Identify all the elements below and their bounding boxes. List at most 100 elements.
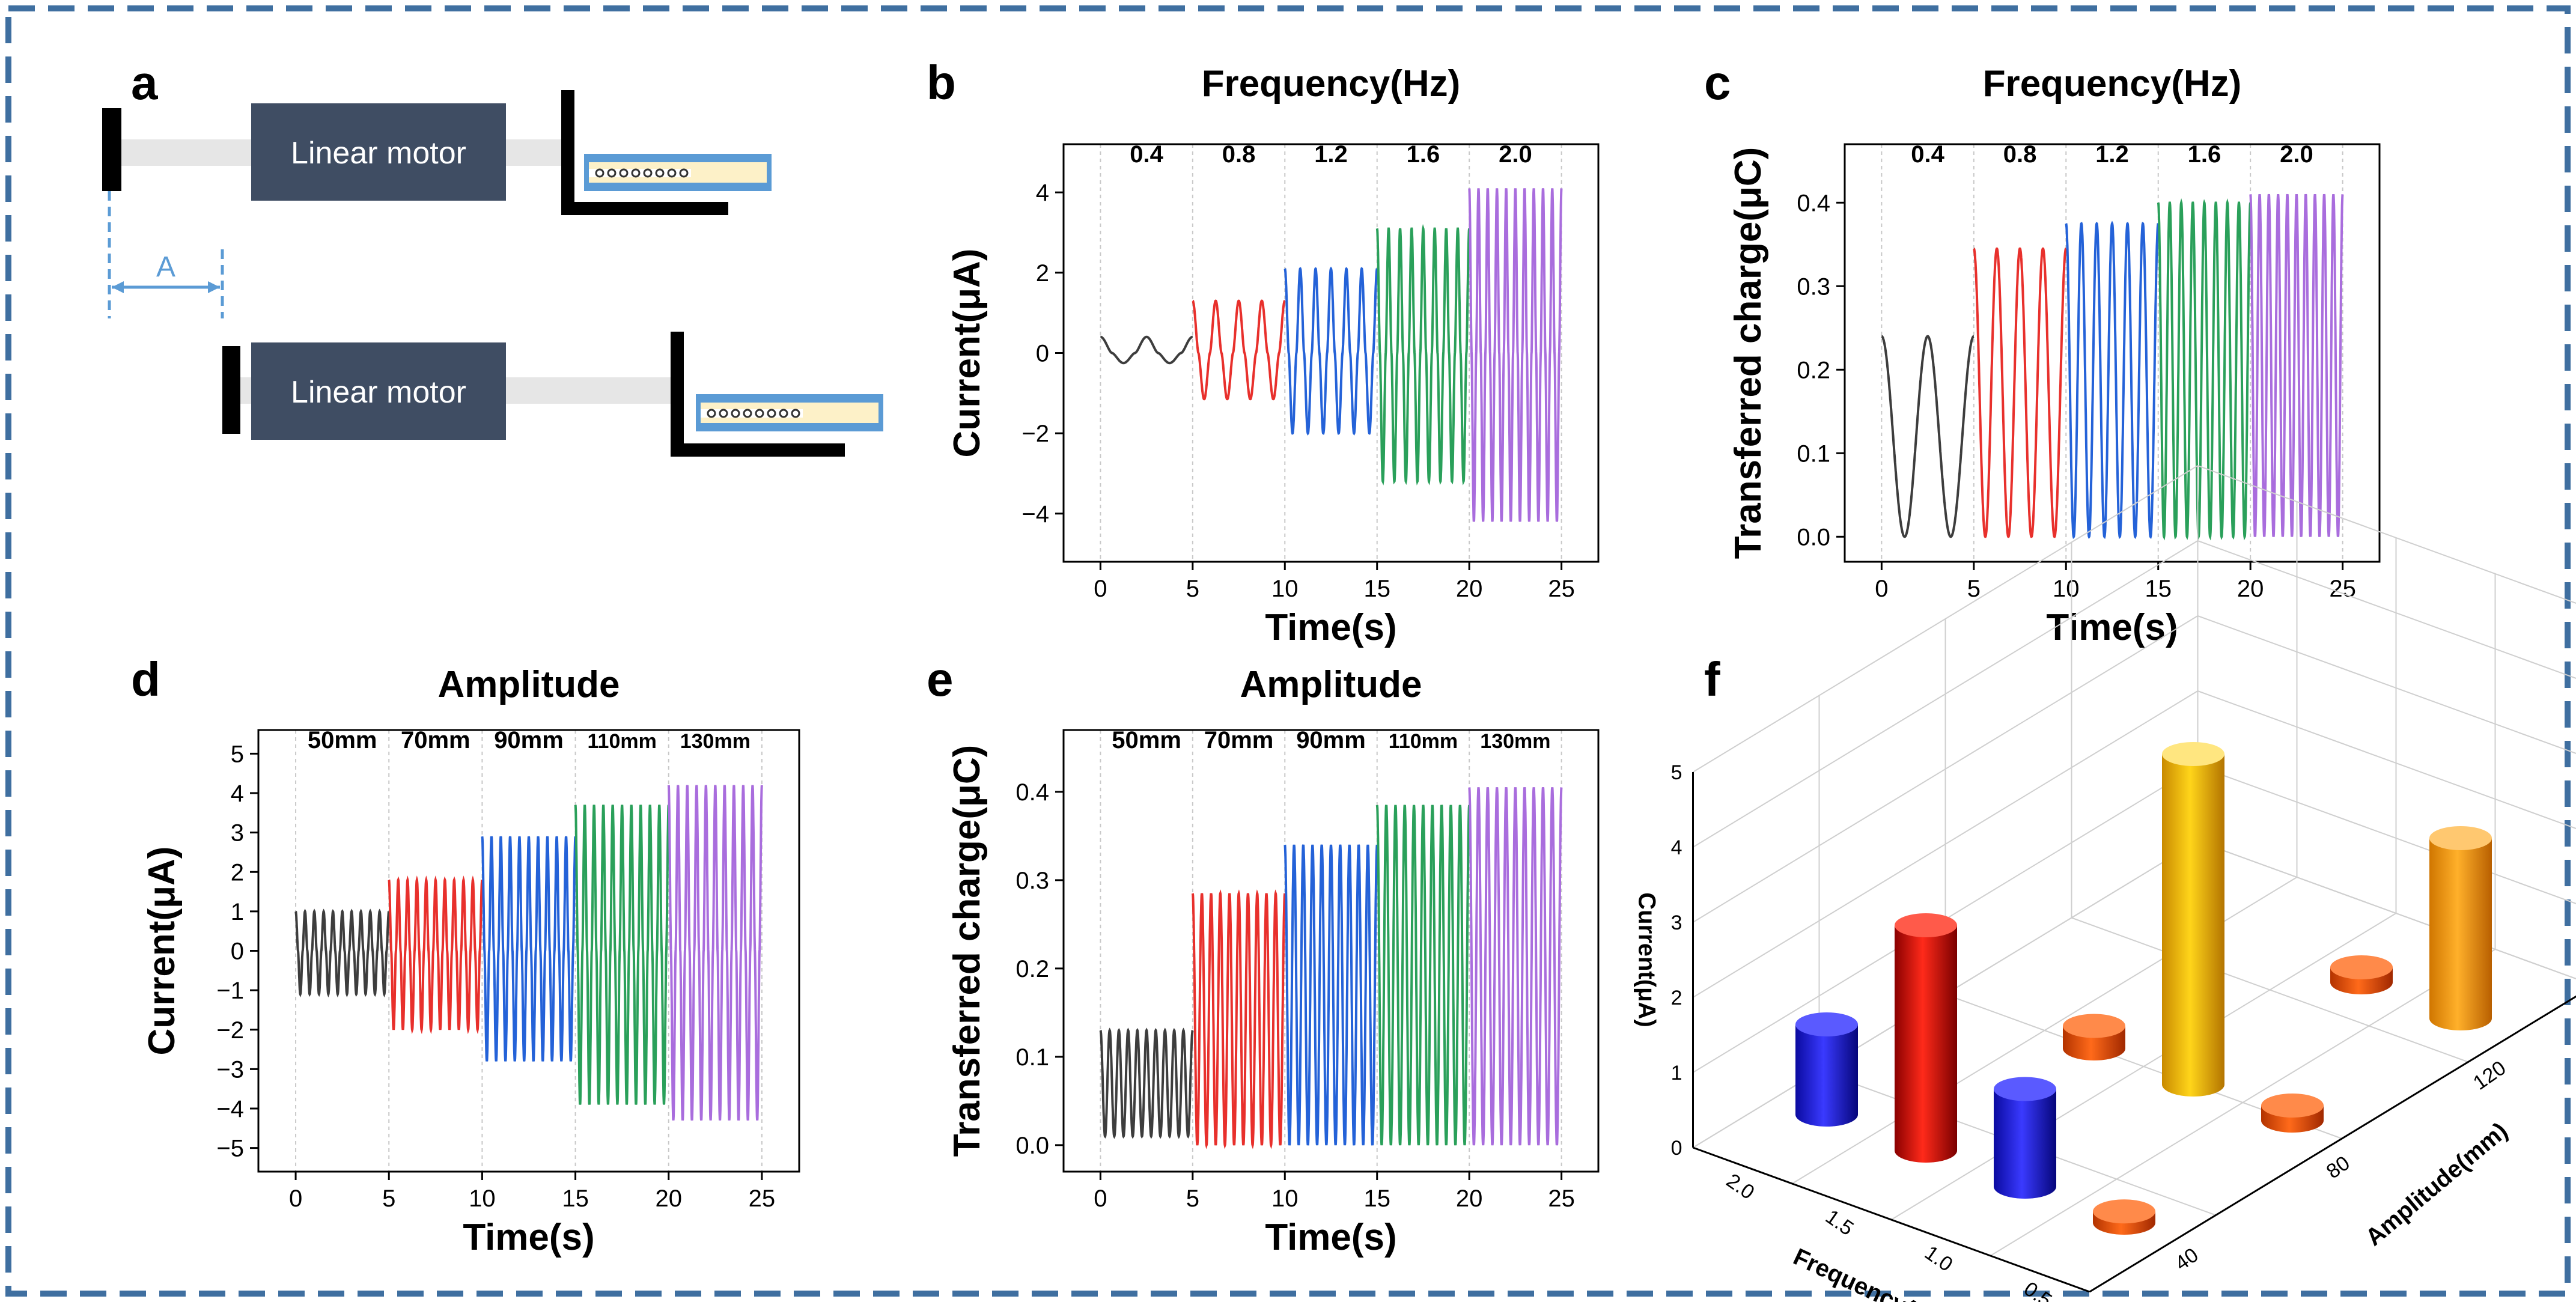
segment-label: 90mm [1296,727,1366,753]
bead-7 [791,409,800,418]
y-tick-label: −4 [1022,501,1049,528]
amp-tick-label: 120 [2469,1056,2510,1095]
series-line-0-8-Hz [1973,247,2067,538]
x-tick-label: 5 [1967,576,1981,602]
bar-top [2330,955,2393,979]
y-tick-label: −3 [216,1056,244,1083]
motor-label-bottom: Linear motor [291,375,466,410]
side-wall-gridline [2197,690,2576,829]
series-line-0-8-Hz [1192,299,1286,401]
series-line-1-2-Hz [1283,266,1378,436]
motor-label-top: Linear motor [291,136,466,171]
x-tick-label: 15 [562,1185,589,1212]
bar-top [2162,742,2224,766]
bar-1.0hz-80mm [2162,742,2224,1097]
y-axis-label: Transferred charge(μC) [1728,147,1769,559]
bar-1.5hz-80mm [2063,1014,2125,1060]
bar-0.5hz-80mm [2261,1094,2324,1133]
z-tick-label: 4 [1671,836,1682,859]
y-tick-label: 4 [1036,180,1049,206]
x-tick-label: 0 [1094,1185,1107,1212]
segment-label: 0.4 [1911,141,1944,168]
y-tick-label: 0.4 [1797,190,1830,216]
bead-6 [667,168,677,178]
y-tick-label: 5 [231,741,244,767]
bar-top [2429,826,2492,850]
x-tick-label: 0 [289,1185,302,1212]
panel-label-e: e [927,653,954,706]
end-plate-top [102,108,121,191]
segment-label: 50mm [308,727,377,753]
bar-body [2162,754,2224,1097]
z-tick-label: 1 [1671,1062,1682,1084]
schematic-panel: Linear motor A Linear motor [102,90,883,457]
panel-label-c: c [1704,56,1731,109]
plot-frame [1844,143,2381,563]
bar-top [2261,1094,2324,1118]
y-tick-label: 0.4 [1015,779,1049,806]
floor-gridline [2071,917,2468,1063]
x-tick-label: 10 [469,1185,496,1212]
y-tick-label: 2 [231,859,244,886]
x-tick-label: 5 [1186,1185,1199,1212]
x-axis-label: Time(s) [1265,1217,1396,1258]
freq-tick-label: 0.5 [2020,1277,2056,1302]
y-axis-label: Current(μA) [141,847,183,1056]
segment-label: 110mm [1389,730,1458,753]
amp-axis-label: Amplitude(mm) [2361,1118,2513,1251]
series-line-2-0-Hz [2249,193,2344,537]
y-tick-label: 0.1 [1015,1044,1049,1071]
bar-1.0hz-40mm [1994,1077,2056,1199]
chart-current-vs-frequency: 0.4 0.8 1.2 1.6 2.0 0 5 10 15 20 25 −4 −2 0 2 4 Frequenc… [946,63,1600,648]
x-axis-label: Time(s) [1265,607,1396,648]
bead-7 [679,168,689,178]
y-tick-label: 0 [1036,341,1049,367]
x-axis-label: Time(s) [2046,607,2178,648]
bead-6 [779,409,788,418]
bead-1 [607,168,617,178]
segment-label: 0.8 [1222,141,1256,168]
bar-2.0hz-40mm [1795,1012,1858,1127]
y-tick-label: 0.2 [1015,956,1049,982]
bead-row-bottom [707,409,800,418]
bar-top [2093,1199,2155,1224]
freq-tick-label: 2.0 [1722,1169,1759,1204]
bar-top [1994,1077,2056,1101]
x-tick-label: 25 [2329,576,2356,602]
bar-body [1994,1089,2056,1199]
x-tick-label: 20 [1456,1185,1483,1212]
x-tick-label: 15 [2145,576,2172,602]
y-tick-label: 2 [1036,260,1049,287]
motor-body-bottom [251,342,506,440]
x-tick-label: 5 [1186,576,1199,602]
segment-label: 2.0 [1499,141,1532,168]
segment-label: 2.0 [2280,141,2313,168]
amp-label: A [156,251,175,283]
l-bracket-base-bottom [671,443,845,457]
x-tick-label: 10 [1271,576,1299,602]
x-tick-label: 25 [1548,1185,1575,1212]
figure-frame [5,5,2571,1297]
x-tick-label: 20 [656,1185,683,1212]
bead-3 [743,409,752,418]
series-line-90mm [481,836,577,1062]
bar-1.5hz-40mm [1895,913,1957,1163]
series-line-1-6-Hz [2157,198,2252,541]
x-tick-label: 5 [382,1185,395,1212]
y-tick-label: 0.0 [1015,1133,1049,1159]
x-tick-label: 15 [1363,576,1390,602]
bar-1.0hz-120mm [2330,955,2393,994]
series-line-50mm [294,908,390,998]
side-wall-gridline [2197,615,2576,754]
bead-0 [595,168,604,178]
bar-0.5hz-120mm [2429,826,2492,1030]
l-bracket-base-top [561,202,728,215]
freq-axis-line [1692,1146,2090,1293]
x-tick-label: 20 [2237,576,2264,602]
bead-2 [619,168,629,178]
y-tick-label: 0.0 [1797,524,1830,550]
bead-row-top [595,168,689,178]
y-tick-label: −2 [216,1017,244,1044]
